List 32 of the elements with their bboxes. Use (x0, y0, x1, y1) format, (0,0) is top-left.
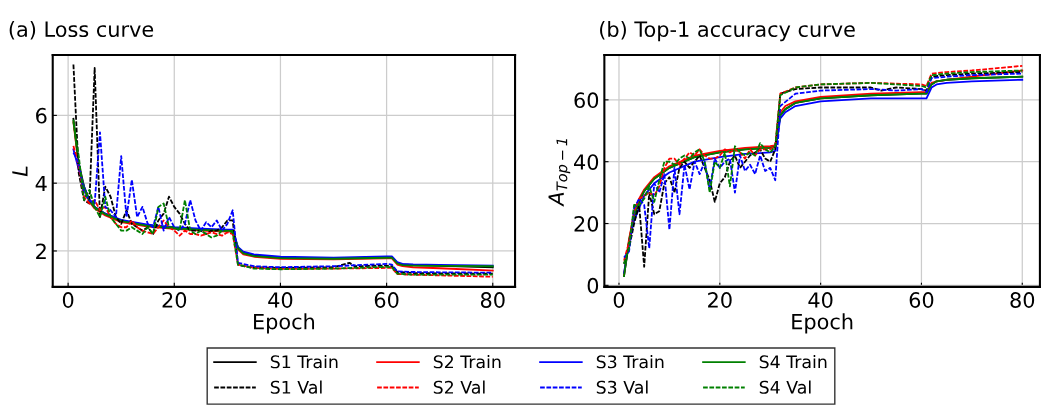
legend-label: S3 Train (596, 354, 664, 369)
legend-label: S4 Train (759, 354, 827, 369)
x-axis-title: Epoch (792, 313, 853, 334)
x-tick-label: 80 (1010, 292, 1035, 308)
legend-label: S1 Val (270, 380, 322, 394)
y-tick-label: 0 (587, 277, 599, 294)
x-axis-title: Epoch (254, 313, 315, 334)
x-tick-label: 60 (909, 292, 934, 308)
x-tick-label: 40 (268, 292, 293, 308)
line-series (72, 63, 494, 275)
x-tick-label: 80 (480, 292, 505, 308)
x-tick-label: 0 (62, 292, 74, 308)
y-tick-label: 40 (574, 154, 599, 170)
chart-title: (a) Loss curve (9, 20, 154, 40)
legend-label: S3 Val (596, 380, 648, 394)
x-tick-label: 40 (808, 292, 833, 308)
y-tick-label: 60 (574, 92, 599, 109)
y-tick-label: 4 (35, 175, 47, 192)
y-tick-label: 2 (36, 243, 46, 259)
chart-title: (b) Top-1 accuracy curve (600, 20, 855, 42)
legend-label: S4 Val (759, 380, 811, 394)
x-tick-label: 60 (374, 292, 399, 308)
x-tick-label: 0 (613, 292, 625, 308)
x-tick-label: 20 (162, 292, 187, 308)
y-axis-title: L (12, 166, 28, 177)
y-axis-title: A$_{Top−1}$ (548, 139, 571, 207)
legend-label: S2 Val (433, 380, 485, 394)
legend-label: S1 Train (270, 354, 338, 369)
y-tick-label: 20 (574, 215, 599, 232)
legend-label: S2 Train (433, 354, 501, 369)
y-tick-label: 6 (36, 107, 47, 124)
x-tick-label: 20 (708, 292, 732, 308)
